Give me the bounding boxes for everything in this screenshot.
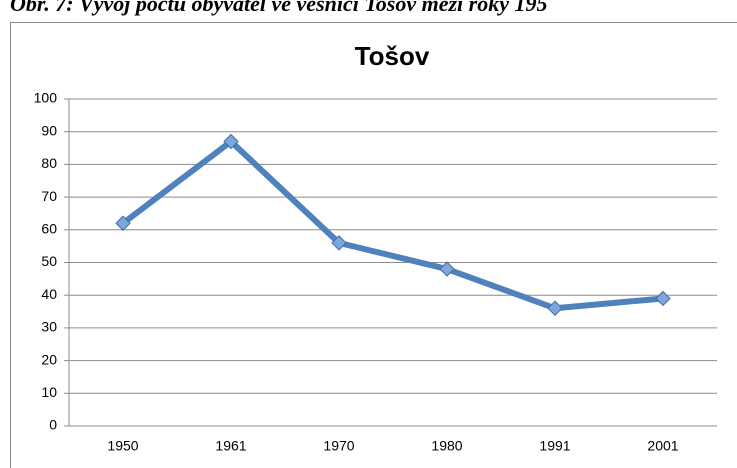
data-marker (331, 235, 347, 251)
figure-caption: Obr. 7: Vývoj počtu obyvatel ve vesnici … (10, 0, 548, 16)
data-marker (547, 300, 563, 316)
x-tick-label: 1950 (107, 438, 138, 454)
y-tick-label: 100 (34, 90, 58, 106)
y-tick-label: 10 (41, 384, 57, 400)
y-tick-label: 80 (41, 155, 57, 171)
data-marker (655, 290, 671, 307)
data-marker (223, 133, 239, 150)
data-line (121, 138, 664, 312)
y-tick-label: 0 (49, 417, 57, 433)
y-tick-label: 70 (41, 188, 57, 204)
x-tick-label: 1961 (215, 438, 246, 454)
data-marker (115, 215, 131, 231)
x-tick-label: 1991 (539, 438, 570, 454)
y-tick-label: 30 (41, 319, 57, 335)
y-tick-label: 40 (41, 286, 57, 302)
y-tick-label: 90 (41, 122, 57, 138)
y-tick-label: 50 (41, 253, 57, 269)
x-tick-label: 1980 (431, 438, 462, 454)
chart-title: Tošov (355, 41, 430, 71)
y-tick-label: 60 (41, 221, 57, 237)
data-marker (439, 261, 455, 277)
chart-frame (10, 22, 737, 468)
x-tick-label: 2001 (647, 438, 678, 454)
x-tick-label: 1970 (323, 438, 354, 454)
y-tick-label: 20 (41, 351, 57, 367)
